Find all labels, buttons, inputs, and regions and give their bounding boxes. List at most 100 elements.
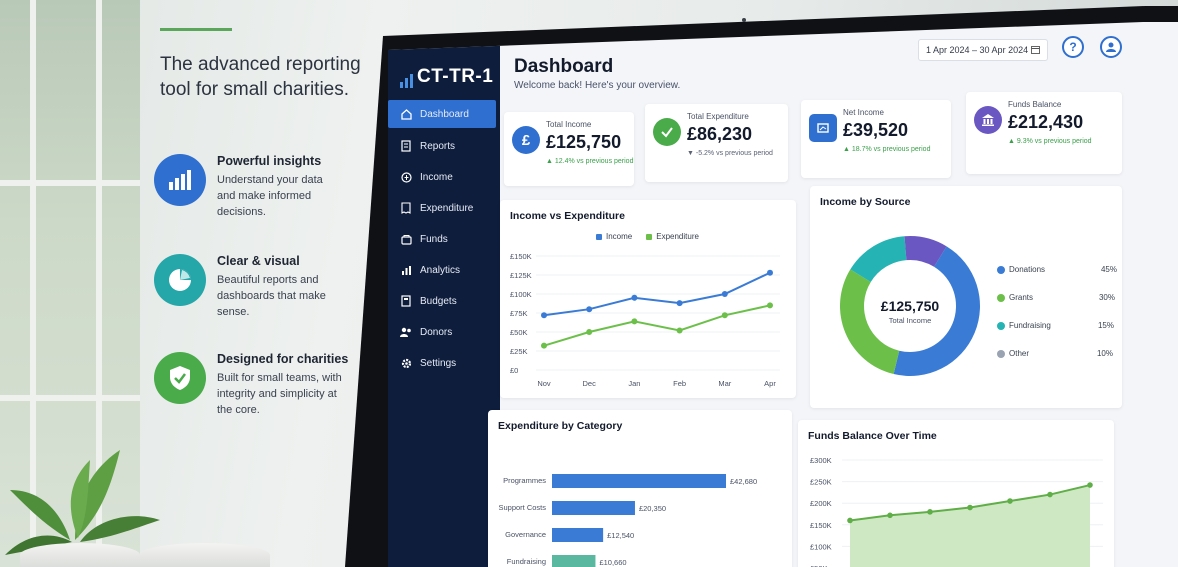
page-title: Dashboard bbox=[514, 56, 614, 77]
nav-label: Dashboard bbox=[420, 108, 469, 120]
kpi-total-expenditure[interactable]: Total Expenditure £86,230 ▼ -5.2% vs pre… bbox=[645, 104, 788, 182]
legend-pct: 30% bbox=[1098, 293, 1115, 302]
nav-budgets[interactable]: Budgets bbox=[388, 287, 496, 315]
source-legend-item: Donations 45% bbox=[997, 265, 1117, 274]
kpi-value: £125,750 bbox=[546, 132, 622, 152]
shield-check-icon bbox=[154, 352, 206, 404]
bar-value-label: £42,680 bbox=[730, 477, 757, 486]
income-icon bbox=[400, 171, 412, 183]
promo-panel: The advanced reporting tool for small ch… bbox=[120, 0, 380, 567]
x-tick-label: Jan bbox=[628, 379, 640, 388]
data-point bbox=[631, 318, 638, 325]
nav-label: Income bbox=[420, 171, 453, 183]
legend-label: Expenditure bbox=[656, 232, 699, 241]
legend-label: Grants bbox=[1009, 293, 1034, 302]
app-logo[interactable]: CT-TR-1 bbox=[400, 66, 493, 88]
bar bbox=[552, 528, 604, 542]
bar-category-label: Fundraising bbox=[507, 557, 546, 566]
nav-expenditure[interactable]: Expenditure bbox=[388, 194, 496, 222]
data-point bbox=[676, 327, 683, 334]
nav-dashboard[interactable]: Dashboard bbox=[388, 100, 496, 128]
source-legend-item: Other 10% bbox=[997, 349, 1113, 358]
bar-category-label: Governance bbox=[505, 530, 546, 539]
bar-value-label: £12,540 bbox=[607, 531, 634, 540]
swatch-donations bbox=[997, 265, 1005, 274]
feature-insights: Powerful insights Understand your data a… bbox=[154, 154, 374, 224]
nav-label: Expenditure bbox=[420, 202, 474, 214]
kpi-change: ▲ 18.7% vs previous period bbox=[843, 146, 931, 153]
kpi-change: ▼ -5.2% vs previous period bbox=[687, 150, 773, 157]
x-tick-label: Dec bbox=[583, 379, 597, 388]
chart-title: Income by Source bbox=[820, 196, 911, 208]
main-content: Dashboard Welcome back! Here's your over… bbox=[488, 22, 1178, 567]
data-point bbox=[967, 504, 973, 511]
nav-donors[interactable]: Donors bbox=[388, 318, 496, 346]
donut-center-label: Total Income bbox=[888, 316, 932, 325]
nav-analytics[interactable]: Analytics bbox=[388, 256, 496, 284]
y-tick-label: £200K bbox=[810, 499, 832, 508]
feature-charities: Designed for charities Built for small t… bbox=[154, 352, 374, 422]
nav-settings[interactable]: Settings bbox=[388, 349, 496, 377]
gear-icon bbox=[400, 357, 412, 369]
data-point bbox=[721, 312, 728, 319]
y-tick-label: £25K bbox=[510, 347, 528, 356]
kpi-value: £86,230 bbox=[687, 124, 753, 144]
kpi-value: £212,430 bbox=[1008, 112, 1084, 132]
people-icon bbox=[400, 326, 412, 338]
feature-visual: Clear & visual Beautiful reports and das… bbox=[154, 254, 374, 324]
y-tick-label: £0 bbox=[510, 366, 518, 375]
data-point bbox=[541, 342, 547, 349]
y-tick-label: £100K bbox=[510, 290, 532, 299]
y-tick-label: £50K bbox=[510, 328, 528, 337]
series-line-income bbox=[543, 271, 771, 317]
donut-slice-other bbox=[904, 236, 947, 267]
data-point bbox=[1087, 482, 1093, 488]
user-icon[interactable] bbox=[1100, 36, 1122, 58]
nav-reports[interactable]: Reports bbox=[388, 132, 496, 160]
kpi-total-income[interactable]: £ Total Income £125,750 ▲ 12.4% vs previ… bbox=[504, 112, 634, 186]
data-point bbox=[586, 329, 593, 335]
data-point bbox=[676, 300, 683, 307]
date-range-picker[interactable]: 1 Apr 2024 – 30 Apr 2024 bbox=[918, 39, 1048, 61]
y-tick-label: £125K bbox=[510, 271, 532, 280]
area-fill bbox=[850, 485, 1090, 567]
pie-chart-icon bbox=[154, 254, 206, 306]
bar-chart-icon bbox=[154, 154, 206, 206]
sidebar: CT-TR-1 Dashboard Reports Income Expendi… bbox=[388, 22, 500, 567]
expenditure-by-category-card: Expenditure by Category Programmes £42,68… bbox=[488, 410, 792, 567]
legend-pct: 10% bbox=[1096, 349, 1113, 358]
bar-category-label: Support Costs bbox=[498, 503, 546, 512]
question-icon[interactable]: ? bbox=[1062, 36, 1084, 58]
kpi-change: ▲ 9.3% vs previous period bbox=[1008, 138, 1092, 145]
date-range-text: 1 Apr 2024 – 30 Apr 2024 bbox=[926, 45, 1029, 55]
pound-icon: £ bbox=[512, 126, 540, 154]
funds-balance-card: Funds Balance Over Time £50K £100K £150K £2… bbox=[798, 420, 1114, 567]
data-point bbox=[721, 291, 728, 297]
data-point bbox=[1047, 491, 1053, 498]
app-screen: CT-TR-1 Dashboard Reports Income Expendi… bbox=[388, 22, 1178, 567]
kpi-label: Net Income bbox=[843, 108, 884, 117]
legend-swatch-income bbox=[596, 233, 602, 240]
logo-text: CT-TR-1 bbox=[417, 66, 494, 87]
series-line-expenditure bbox=[543, 304, 771, 347]
nav-funds[interactable]: Funds bbox=[388, 225, 496, 253]
data-point bbox=[927, 509, 933, 515]
plant-decoration bbox=[0, 420, 270, 567]
line-chart: £0 £25K £50K £75K £100K £125K £150K Nov Dec Jan Fe… bbox=[510, 252, 780, 388]
accent-line bbox=[160, 28, 232, 31]
kpi-funds-balance[interactable]: Funds Balance £212,430 ▲ 9.3% vs previou… bbox=[966, 92, 1122, 174]
data-point bbox=[847, 517, 853, 524]
donut-slice-grants bbox=[840, 269, 900, 375]
kpi-net-income[interactable]: Net Income £39,520 ▲ 18.7% vs previous p… bbox=[801, 100, 951, 178]
x-tick-label: Feb bbox=[673, 379, 686, 388]
source-legend-item: Grants 30% bbox=[997, 293, 1115, 302]
swatch-other bbox=[997, 349, 1005, 358]
kpi-value: £39,520 bbox=[843, 120, 909, 140]
legend-label: Other bbox=[1009, 349, 1030, 358]
data-point bbox=[586, 306, 593, 313]
bar-value-label: £20,350 bbox=[639, 504, 666, 513]
nav-income[interactable]: Income bbox=[388, 163, 496, 191]
data-point bbox=[887, 512, 893, 519]
x-tick-label: Nov bbox=[537, 379, 551, 388]
feature-title: Designed for charities bbox=[217, 352, 349, 366]
